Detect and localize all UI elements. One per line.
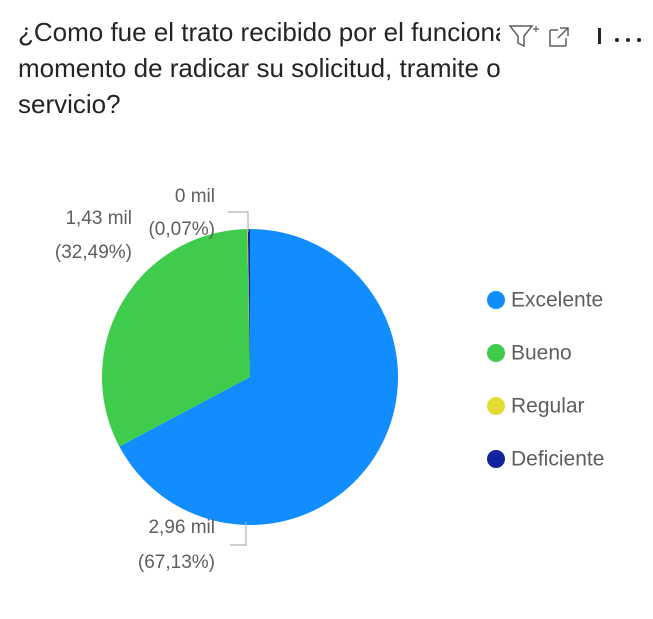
focus-icon[interactable] [549, 27, 569, 47]
legend-label: Excelente [511, 289, 603, 312]
filter-icon[interactable] [508, 25, 534, 48]
pie-slice [247, 229, 250, 377]
legend-label: Regular [511, 395, 585, 418]
data-label-percent: (0,07%) [148, 219, 215, 240]
leader-line [230, 522, 247, 546]
title-fragment [598, 28, 601, 44]
data-label-percent: (32,49%) [55, 242, 132, 263]
legend-marker [487, 450, 505, 468]
data-label: 1,43 mil [65, 208, 132, 229]
pie-slice [247, 229, 250, 377]
visual-header-icons [500, 16, 653, 52]
data-label: 2,96 mil [148, 517, 215, 538]
data-label: 0 mil [175, 186, 215, 207]
legend-marker [487, 344, 505, 362]
legend-label: Bueno [511, 342, 572, 365]
pin-icon[interactable] [533, 26, 539, 32]
pie-slice [102, 229, 250, 447]
data-label-percent: (67,13%) [138, 552, 215, 573]
legend-marker [487, 291, 505, 309]
legend-marker [487, 397, 505, 415]
legend-label: Deficiente [511, 448, 604, 471]
chart-title: ¿Como fue el trato recibido por el funci… [18, 17, 566, 119]
pie-slice [119, 229, 399, 525]
leader-line [228, 211, 249, 232]
more-options[interactable] [615, 38, 641, 42]
